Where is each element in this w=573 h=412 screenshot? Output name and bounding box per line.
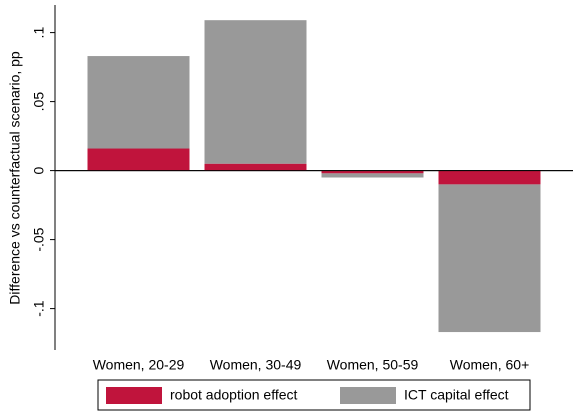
legend-box — [97, 379, 531, 411]
bar-segment — [321, 173, 424, 178]
legend-swatch — [106, 387, 162, 404]
y-axis-title: Difference vs counterfactual scenario, p… — [7, 51, 23, 305]
y-tick-label: 0 — [31, 166, 47, 174]
y-tick-label: -.1 — [31, 300, 47, 317]
bar-segment — [321, 170, 424, 174]
x-tick-label: Women, 50-59 — [327, 357, 419, 373]
bar-segment — [204, 163, 307, 171]
bar-segment — [438, 170, 541, 185]
y-tick-label: -.05 — [31, 227, 47, 251]
bar-segment — [204, 20, 307, 164]
legend-swatch — [340, 387, 396, 404]
bar-segment — [87, 56, 190, 149]
legend-label: robot adoption effect — [170, 387, 298, 403]
bar-segment — [438, 184, 541, 333]
y-tick-label: .1 — [31, 27, 47, 39]
legend-label: ICT capital effect — [404, 387, 509, 403]
x-tick-label: Women, 30-49 — [210, 357, 302, 373]
x-tick-label: Women, 20-29 — [93, 357, 185, 373]
y-tick-label: .05 — [31, 92, 47, 112]
x-tick-label: Women, 60+ — [450, 357, 530, 373]
bar-segment — [87, 148, 190, 171]
